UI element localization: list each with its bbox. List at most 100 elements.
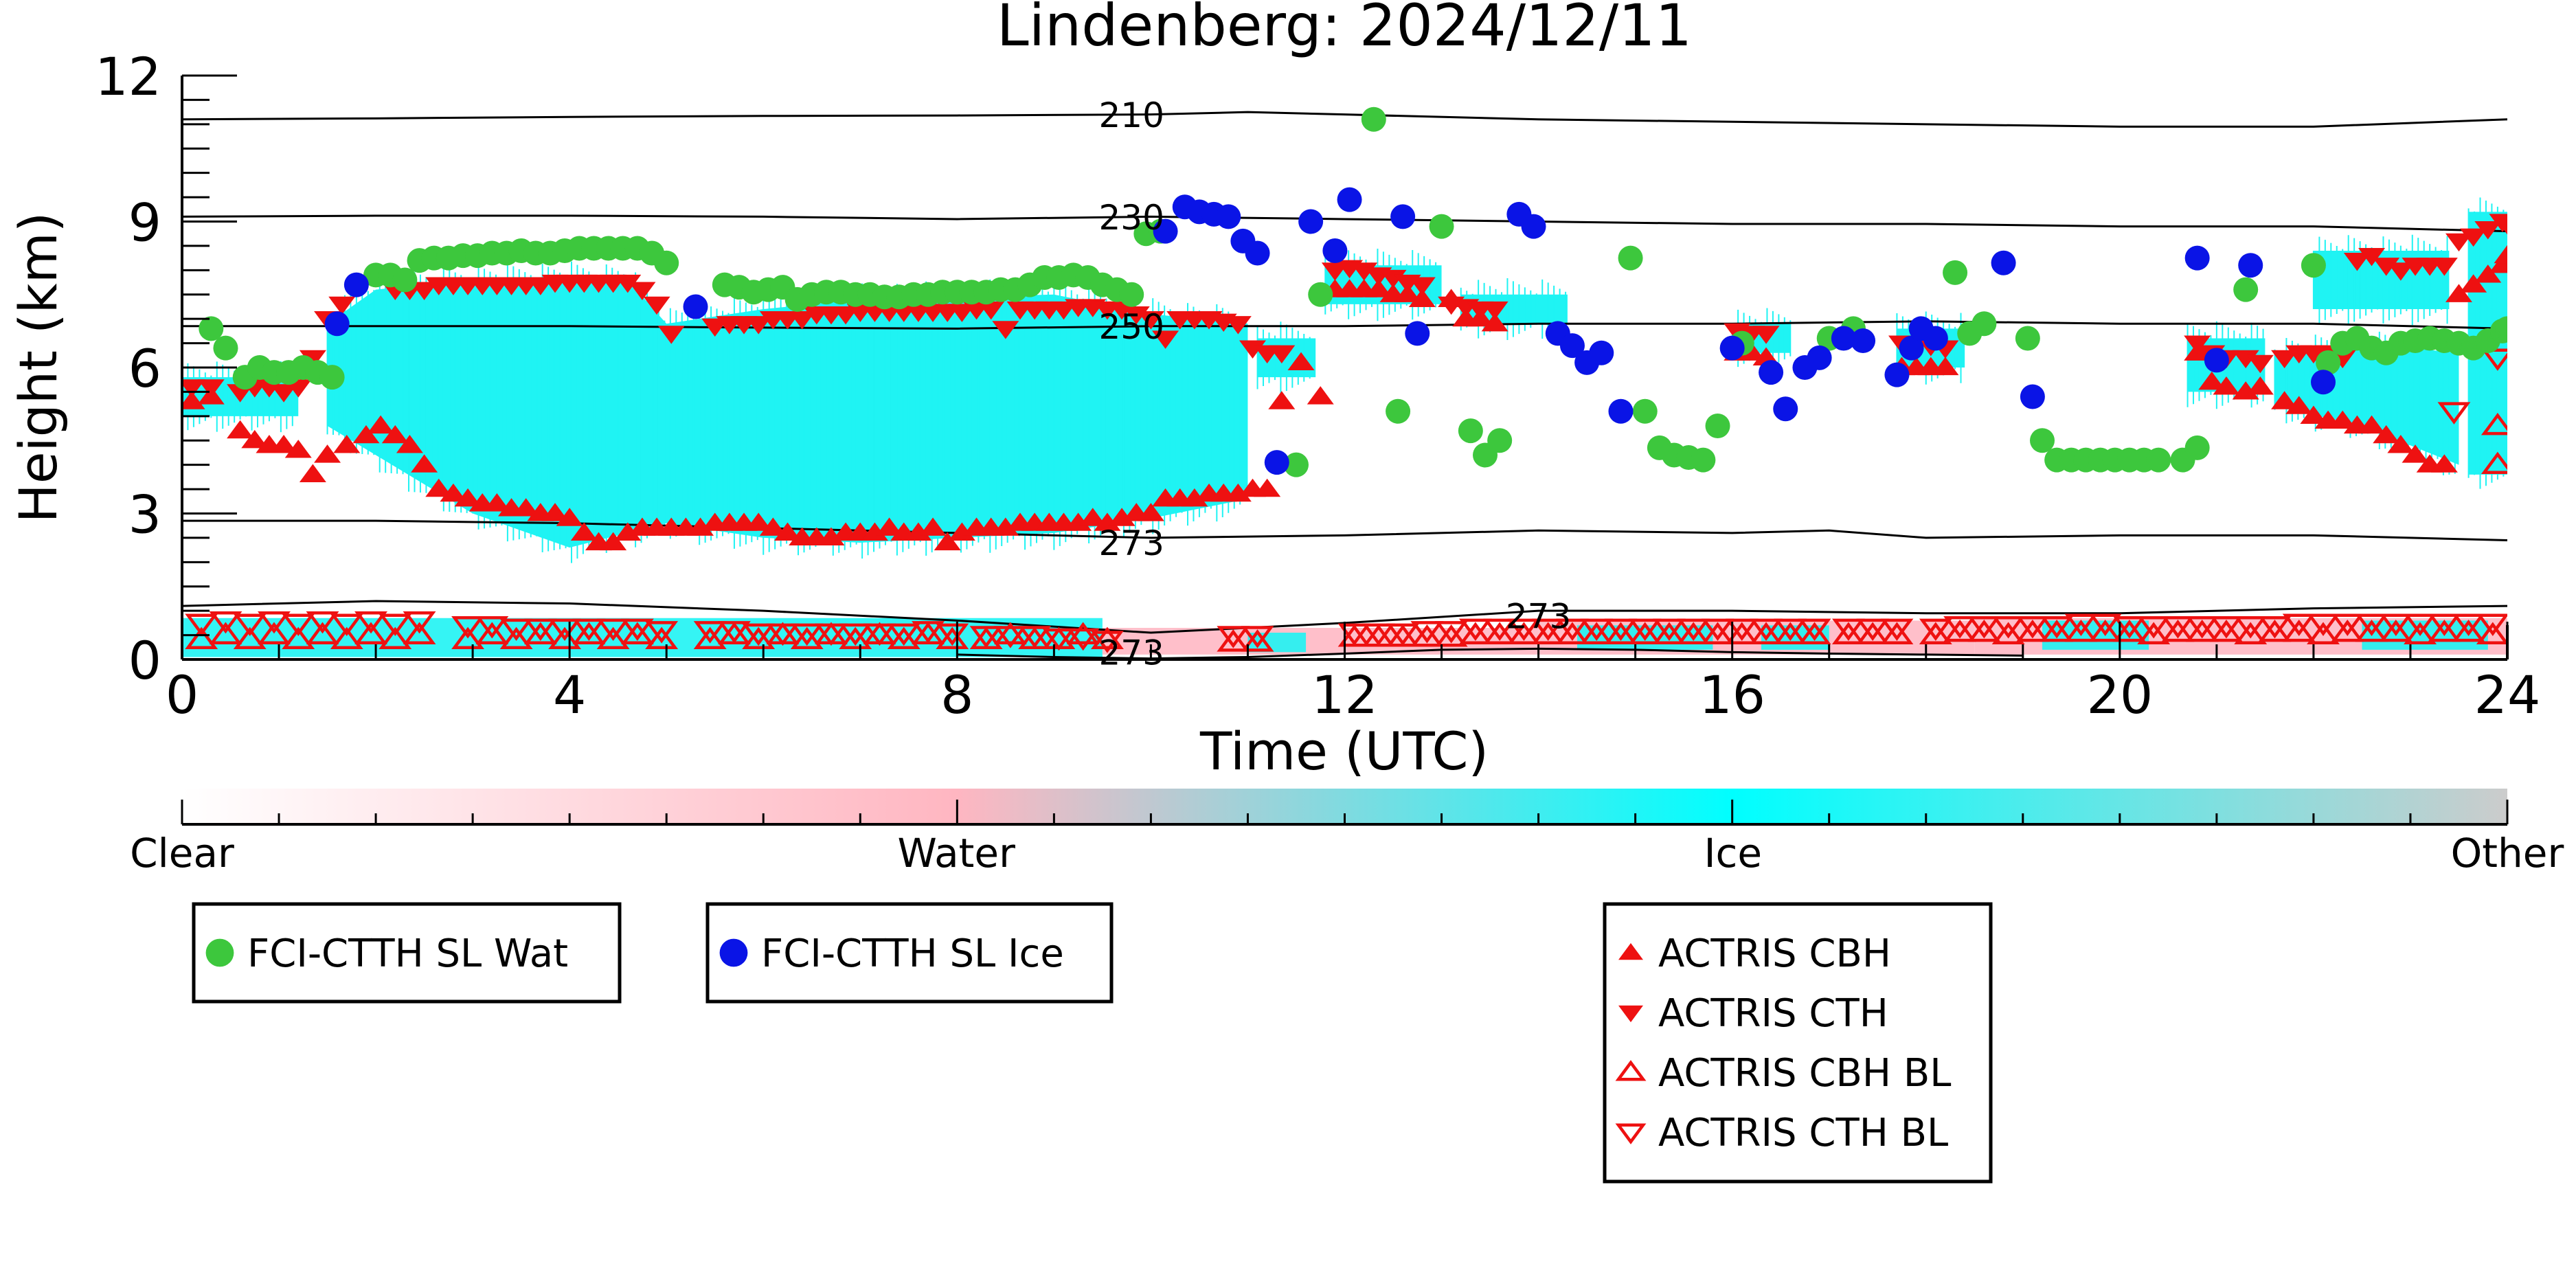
actris-cbh-bl-point — [2234, 622, 2268, 644]
actris-cth-bl-point — [1604, 618, 1638, 642]
actris-cth-bl-point — [1507, 618, 1541, 642]
legend-box-2: FCI-CTTH SL Ice — [705, 902, 1114, 1004]
actris-cth-bl-point — [1831, 618, 1865, 642]
axes: 0 3 6 9 12 0 4 8 12 16 20 24 — [95, 46, 2540, 725]
actris-cbh-point — [759, 517, 787, 536]
actris-cbh-point — [352, 425, 380, 444]
actris-cbh-bl-point — [2282, 619, 2316, 642]
fci-ctth-sl-wat-point — [1618, 245, 1643, 271]
actris-cbh-bl-point — [742, 626, 776, 650]
actris-cth-bl-point — [766, 623, 800, 646]
actris-cth-bl-point — [2437, 402, 2471, 425]
actris-cth-bl-point — [209, 611, 242, 634]
actris-cbh-bl-point — [2185, 619, 2219, 642]
actris-cth-bl-point — [887, 623, 920, 646]
actris-cth-point — [328, 296, 356, 315]
x-axis-label: Time (UTC) — [1199, 721, 1489, 782]
actris-cth-point — [2460, 228, 2487, 247]
actris-cth-bl-point — [912, 621, 945, 644]
actris-cbh-bl-point — [1653, 622, 1686, 644]
actris-cbh-point — [1108, 508, 1136, 526]
actris-cth-point — [1239, 340, 1267, 359]
actris-cbh-bl-point — [2355, 619, 2388, 642]
actris-cth-point — [2494, 216, 2507, 235]
actris-cbh-point — [1394, 284, 1421, 302]
fci-ctth-sl-ice-point — [1405, 321, 1430, 346]
fci-ctth-sl-wat-point — [2316, 350, 2341, 375]
actris-cbh-bl-point — [839, 626, 872, 650]
actris-cbh-point — [425, 478, 453, 497]
actris-cbh-bl-point — [1750, 622, 1783, 644]
actris-cth-bl-point — [2137, 616, 2171, 639]
actris-cth-bl-point — [403, 611, 436, 634]
colorbar-label: Ice — [1704, 830, 1762, 877]
isotherm-line — [182, 320, 2507, 330]
actris-cth-bl-point — [2185, 616, 2219, 639]
actris-cth-bl-point — [839, 623, 872, 646]
isotherm-label: 230 — [1098, 198, 1164, 238]
x-tick-label: 24 — [2474, 664, 2541, 725]
actris-cbh-bl-point — [2064, 619, 2098, 642]
actris-cbh-bl-point — [2404, 622, 2437, 644]
actris-cbh-bl-point — [620, 622, 654, 644]
actris-cth-bl-point — [306, 611, 339, 634]
actris-cth-bl-point — [499, 618, 533, 642]
actris-cth-point — [270, 384, 297, 403]
actris-cth-bl-point — [2210, 616, 2243, 639]
actris-cbh-bl-point — [1831, 622, 1865, 644]
actris-cbh-point — [270, 435, 297, 453]
fci-ctth-sl-ice-point — [1264, 450, 1289, 475]
actris-cth-point — [2184, 335, 2211, 354]
isotherm-line — [182, 214, 2507, 233]
actris-cbh-bl-point — [475, 622, 509, 644]
actris-cbh-point — [2198, 371, 2226, 390]
actris-cbh-point — [333, 435, 361, 453]
fci-ctth-sl-ice-point — [1245, 240, 1270, 266]
fci-ctth-sl-wat-point — [1386, 398, 1411, 424]
actris-cth-point — [2474, 221, 2502, 240]
actris-cbh-bl-point — [887, 626, 920, 650]
actris-cth-bl-point — [1774, 618, 1807, 642]
actris-cth-bl-point — [1531, 618, 1565, 642]
actris-cth-bl-legend-marker — [1615, 1123, 1647, 1144]
actris-cth-bl-point — [379, 613, 412, 636]
actris-cth-bl-point — [2088, 613, 2122, 636]
actris-cbh-bl-point — [1943, 619, 1977, 642]
actris-cbh-bl-point — [2428, 619, 2461, 642]
actris-cbh-bl-point — [1677, 622, 1710, 644]
actris-cbh-point — [817, 527, 845, 546]
isotherm-line — [182, 111, 2507, 128]
actris-cbh-point — [1268, 391, 1296, 409]
actris-cbh-point — [1181, 488, 1208, 507]
actris-cth-point — [992, 321, 1019, 339]
actris-cbh-bl-point — [1434, 624, 1468, 647]
legend-frame — [1603, 902, 1993, 1184]
actris-cbh-bl-point — [2112, 619, 2146, 642]
actris-cbh-point — [2271, 391, 2298, 409]
actris-cbh-point — [381, 425, 409, 444]
actris-cbh-point — [876, 517, 903, 536]
fci-ctth-sl-wat-point — [1458, 418, 1483, 444]
actris-cbh-point — [1932, 357, 1959, 376]
fci-ctth-sl-wat-point — [1429, 214, 1454, 239]
x-tick-label: 16 — [1699, 664, 1765, 725]
fci-ctth-sl-ice-point — [1559, 333, 1585, 359]
actris-cth-bl-point — [1919, 618, 1952, 642]
actris-cbh-bl-point — [2307, 622, 2340, 644]
actris-cbh-point — [1738, 342, 1765, 361]
actris-cbh-bl-point — [403, 622, 436, 644]
actris-cth-point — [1122, 306, 1150, 325]
actris-cth-bl-point — [1042, 628, 1076, 651]
fci-ctth-sl-wat-point — [1308, 282, 1333, 307]
actris-cth-bl-point — [2258, 616, 2292, 639]
actris-cth-bl-point — [2161, 616, 2195, 639]
actris-cth-bl-point — [2307, 613, 2340, 636]
actris-cth-bl-point — [1362, 623, 1395, 646]
actris-cth-point — [629, 282, 656, 300]
actris-cbh-bl-point — [379, 626, 412, 650]
actris-cbh-bl-point — [233, 626, 267, 650]
actris-cth-bl-point — [2379, 613, 2413, 636]
fci-ctth-sl-ice-legend-marker — [719, 938, 748, 967]
actris-cbh-bl-point — [993, 622, 1027, 644]
actris-cth-bl-point — [993, 626, 1027, 648]
